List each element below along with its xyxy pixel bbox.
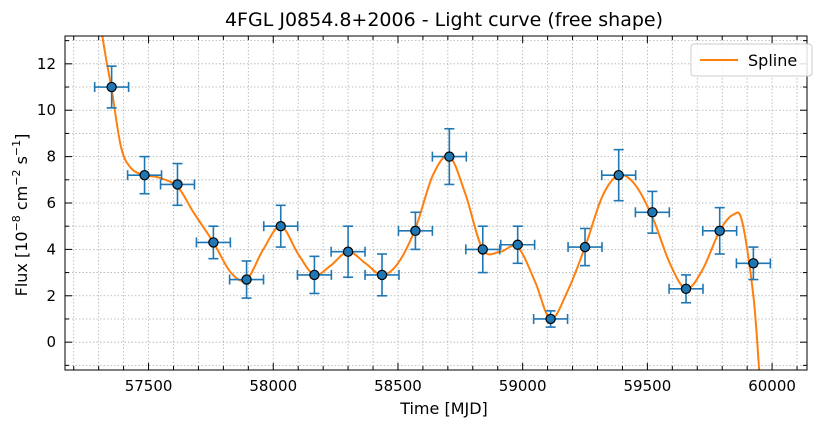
- data-marker: [309, 269, 320, 281]
- data-marker: [477, 244, 488, 255]
- data-point: [499, 225, 536, 265]
- data-point: [126, 155, 163, 195]
- y-label-prefix: Flux [10: [12, 231, 31, 296]
- data-marker: [680, 283, 692, 295]
- legend: Spline: [690, 43, 813, 77]
- y-label-exp2: −2: [10, 170, 23, 186]
- data-marker: [172, 179, 183, 190]
- y-axis-label: Flux [10−8 cm−2 s−1]: [10, 134, 31, 297]
- x-tick-label: 57500: [125, 377, 173, 395]
- y-label-suffix: ]: [12, 134, 31, 140]
- spline-series: [101, 36, 761, 370]
- y-axis-ticks: 0 2 4 6 8 10 12: [37, 40, 807, 366]
- x-tick-label: 59000: [499, 377, 547, 395]
- data-point: [634, 190, 671, 234]
- y-tick-label: 6: [46, 194, 56, 212]
- grid-lines: [65, 36, 807, 370]
- data-point: [159, 162, 196, 207]
- chart-title: 4FGL J0854.8+2006 - Light curve (free sh…: [225, 9, 663, 31]
- y-tick-label: 4: [46, 240, 56, 258]
- data-marker: [376, 269, 388, 281]
- y-label-mid2: s: [12, 156, 31, 169]
- data-point: [532, 310, 569, 328]
- data-marker: [748, 258, 759, 269]
- data-marker: [579, 241, 591, 253]
- data-marker: [444, 151, 455, 162]
- data-points: [93, 65, 772, 328]
- x-axis-label: Time [MJD]: [399, 399, 488, 418]
- x-axis-ticks: 57500 58000 58500 59000 59500 60000: [73, 36, 798, 395]
- data-point: [735, 246, 772, 281]
- y-label-exp3: −1: [10, 140, 23, 156]
- data-point: [465, 225, 501, 274]
- data-point: [567, 227, 603, 267]
- x-tick-label: 58000: [249, 377, 297, 395]
- data-point: [93, 65, 130, 109]
- data-marker: [139, 169, 150, 181]
- data-point: [262, 204, 299, 248]
- data-point: [228, 260, 265, 299]
- data-point: [668, 274, 704, 304]
- data-marker: [512, 239, 523, 250]
- data-marker: [714, 225, 725, 237]
- data-point: [296, 255, 333, 295]
- spline-curve: [101, 36, 761, 370]
- data-marker: [410, 225, 421, 237]
- y-tick-label: 10: [37, 101, 56, 119]
- data-marker: [208, 237, 219, 248]
- x-tick-label: 60000: [748, 377, 796, 395]
- y-label-mid: cm: [12, 186, 31, 215]
- x-tick-label: 58500: [374, 377, 422, 395]
- legend-spline-label: Spline: [748, 51, 797, 70]
- data-marker: [106, 81, 117, 93]
- data-point: [397, 211, 434, 251]
- data-marker: [545, 313, 556, 325]
- data-marker: [275, 220, 286, 232]
- data-point: [701, 206, 738, 255]
- y-label-exp1: −8: [10, 215, 23, 231]
- data-marker: [241, 274, 252, 285]
- data-marker: [342, 246, 354, 257]
- data-marker: [613, 169, 624, 181]
- legend-box: [690, 43, 813, 77]
- data-point: [600, 148, 637, 202]
- data-point: [431, 127, 468, 186]
- y-tick-label: 8: [46, 148, 56, 166]
- data-point: [195, 225, 232, 260]
- data-point: [364, 253, 400, 297]
- data-point: [330, 225, 366, 279]
- data-marker: [647, 207, 658, 218]
- y-tick-label: 2: [46, 287, 56, 305]
- y-tick-label: 12: [37, 55, 56, 73]
- y-tick-label: 0: [46, 333, 56, 351]
- x-tick-label: 59500: [624, 377, 672, 395]
